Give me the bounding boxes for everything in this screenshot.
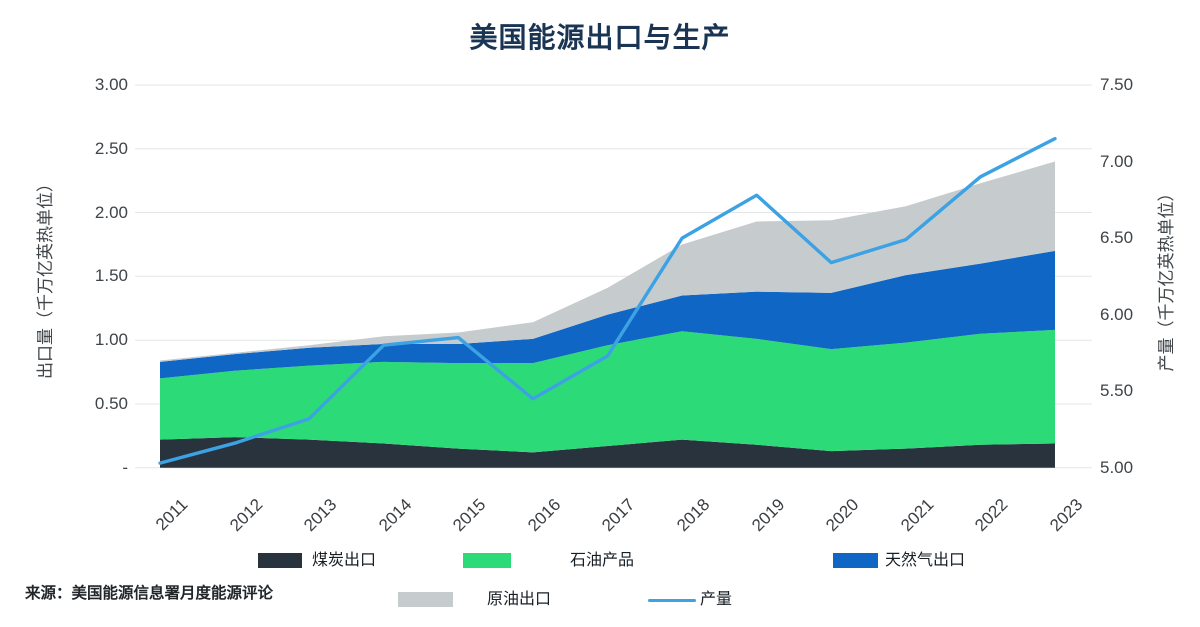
left-tick-label: 1.00 bbox=[94, 330, 128, 350]
legend-label: 原油出口 bbox=[487, 591, 552, 608]
right-tick-label: 6.00 bbox=[1100, 304, 1134, 324]
chart-title: 美国能源出口与生产 bbox=[469, 22, 731, 53]
source-note: 来源：美国能源信息署月度能源评论 bbox=[25, 585, 274, 602]
legend-label: 产量 bbox=[700, 591, 733, 608]
right-tick-label: 5.00 bbox=[1100, 457, 1134, 477]
x-tick-label: 2023 bbox=[1046, 494, 1087, 536]
right-tick-label: 7.00 bbox=[1100, 151, 1134, 171]
plot-area bbox=[135, 84, 1092, 469]
legend-swatch-2 bbox=[833, 553, 878, 568]
legend-label: 石油产品 bbox=[570, 552, 635, 569]
left-tick-label: 2.00 bbox=[94, 202, 128, 222]
left-axis-title: 出口量（千万亿英热单位） bbox=[36, 175, 55, 379]
x-tick-label: 2012 bbox=[225, 494, 266, 536]
x-tick-label: 2015 bbox=[449, 494, 490, 536]
x-tick-label: 2016 bbox=[524, 494, 565, 536]
x-tick-label: 2018 bbox=[673, 494, 714, 536]
legend-label: 天然气出口 bbox=[885, 552, 966, 569]
legend-line-swatch bbox=[648, 599, 696, 602]
legend-swatch-1 bbox=[463, 553, 511, 568]
x-tick-label: 2020 bbox=[822, 494, 863, 536]
x-tick-label: 2017 bbox=[598, 494, 639, 536]
legend-label: 煤炭出口 bbox=[312, 552, 377, 569]
x-tick-label: 2014 bbox=[374, 494, 416, 536]
legend-swatch-3 bbox=[398, 592, 453, 607]
area-series-0 bbox=[160, 437, 1055, 468]
legend-swatch-0 bbox=[258, 553, 302, 568]
x-tick-label: 2022 bbox=[971, 494, 1012, 536]
right-tick-label: 5.50 bbox=[1100, 381, 1134, 401]
left-tick-label: 0.50 bbox=[94, 394, 128, 413]
x-tick-label: 2013 bbox=[300, 494, 341, 536]
right-axis-title: 产量（千万亿英热单位） bbox=[1157, 184, 1176, 372]
area-series-1 bbox=[160, 329, 1055, 453]
x-tick-label: 2021 bbox=[897, 494, 938, 536]
production-line bbox=[158, 136, 1057, 465]
left-tick-label: 1.50 bbox=[94, 266, 128, 286]
x-tick-label: 2011 bbox=[152, 494, 192, 535]
right-tick-label: 6.50 bbox=[1100, 228, 1134, 248]
x-tick-label: 2019 bbox=[747, 494, 789, 536]
left-tick-label: 2.50 bbox=[94, 138, 128, 158]
left-tick-label: 3.00 bbox=[94, 75, 128, 94]
area-series-3 bbox=[160, 161, 1055, 362]
left-tick-label: - bbox=[122, 457, 128, 477]
right-tick-label: 7.50 bbox=[1100, 75, 1134, 94]
